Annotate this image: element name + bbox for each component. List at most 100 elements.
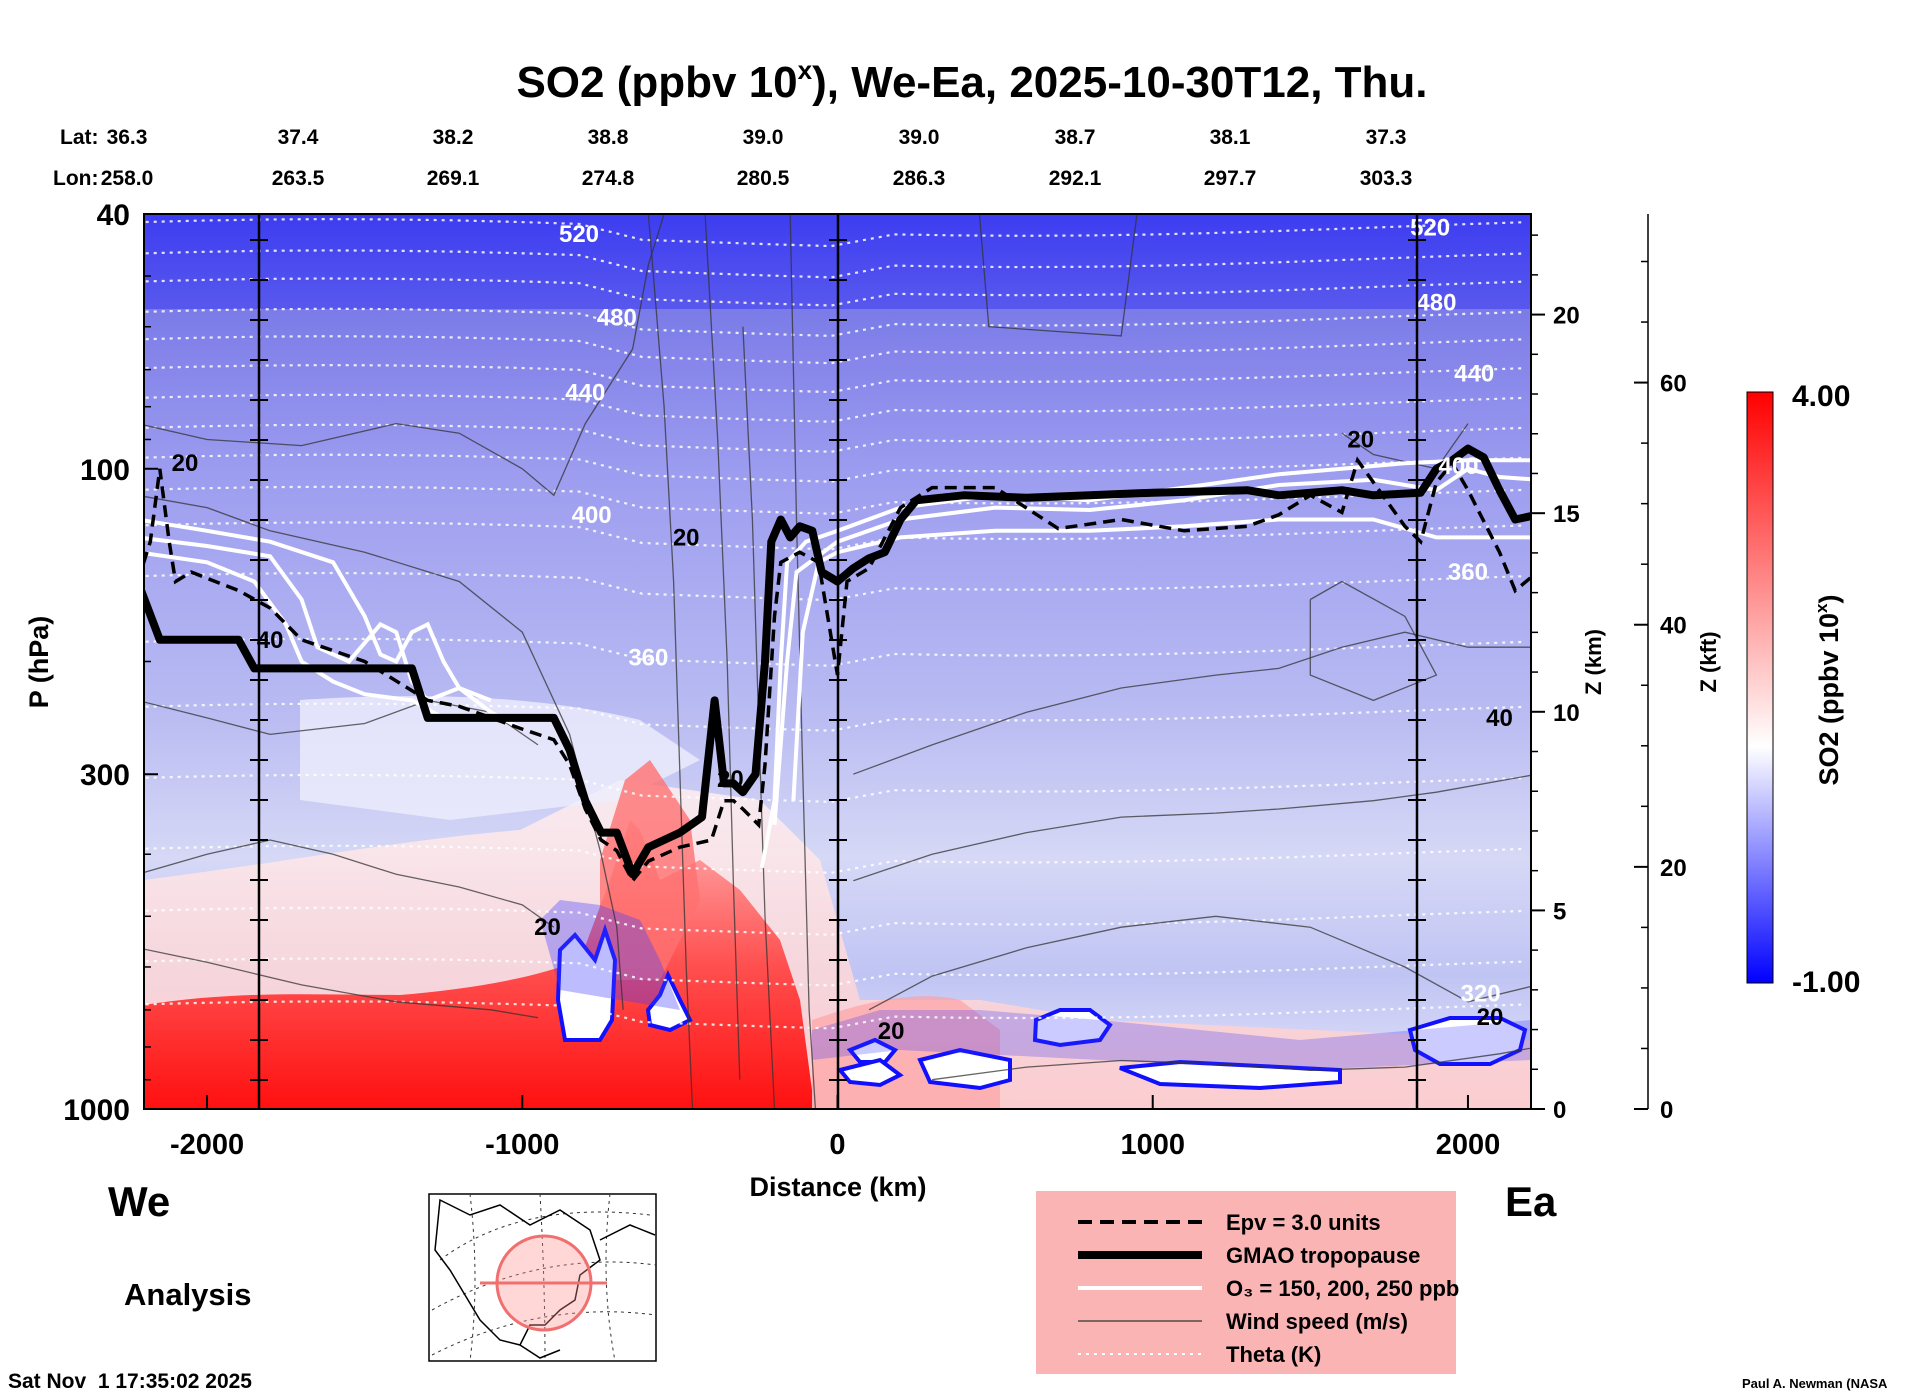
lon-value: 263.5 (272, 167, 325, 190)
colorbar-label: SO2 (ppbv 10x) (1812, 594, 1844, 785)
x-tick-label: -1000 (485, 1129, 559, 1161)
lon-label: Lon: (53, 167, 98, 190)
wind-label: 20 (878, 1018, 905, 1045)
lon-value: 274.8 (582, 167, 635, 190)
z-kft-tick-label: 40 (1660, 613, 1687, 640)
wind-line (144, 214, 665, 497)
lon-value: 280.5 (737, 167, 790, 190)
z-kft-tick-label: 20 (1660, 855, 1687, 882)
so2-blue-patch (812, 1010, 1531, 1070)
lat-value: 39.0 (899, 126, 940, 149)
so2-low-pocket (645, 970, 693, 1033)
date-stamp: Sat Nov 1 17:35:02 2025 (8, 1370, 252, 1393)
map-coastline (434, 1198, 601, 1346)
ozone-contours (144, 458, 1531, 869)
wind-line (1309, 580, 1438, 702)
lon-value: 292.1 (1049, 167, 1102, 190)
legend-label: GMAO tropopause (1226, 1243, 1420, 1268)
epv-3-units-line (144, 456, 1531, 884)
theta-label: 400 (1438, 453, 1478, 480)
wind-line (978, 214, 1138, 337)
legend-label: O₃ = 150, 200, 250 ppb (1226, 1276, 1459, 1301)
wind-label: 20 (534, 914, 561, 941)
west-label: We (108, 1178, 170, 1225)
wind-line (868, 915, 1531, 1011)
lat-value: 38.2 (433, 126, 474, 149)
so2-low-pocket (1032, 1008, 1113, 1048)
chart-title: SO2 (ppbv 10x), We-Ea, 2025-10-30T12, Th… (516, 55, 1427, 107)
z-km-tick-label: 15 (1553, 501, 1580, 528)
lat-value: 38.8 (588, 126, 629, 149)
wind-line (144, 495, 624, 1010)
credit: Paul A. Newman (NASA (1742, 1376, 1888, 1391)
z-kft-tick-label: 60 (1660, 371, 1687, 398)
o3-contour (791, 517, 1531, 801)
lat-value: 39.0 (743, 126, 784, 149)
z-km-tick-label: 0 (1553, 1097, 1566, 1124)
wind-line (704, 214, 741, 1080)
theta-label: 440 (565, 379, 605, 406)
z-km-label: Z (km) (1581, 629, 1606, 695)
map-inset (428, 1193, 657, 1362)
lat-value: 37.4 (278, 126, 319, 149)
lon-value: 297.7 (1204, 167, 1257, 190)
so2-light-patch (300, 696, 700, 820)
theta-label: 520 (559, 221, 599, 248)
theta-label: 320 (1461, 980, 1501, 1007)
theta-label: 480 (597, 304, 637, 331)
wind-label: 20 (673, 524, 700, 551)
legend: Epv = 3.0 units GMAO tropopause O₃ = 150, … (1078, 1210, 1459, 1367)
o3-contour (144, 551, 445, 720)
wind-line (853, 774, 1531, 882)
p-tick-label: 100 (80, 454, 130, 487)
lon-value: 269.1 (427, 167, 480, 190)
wind-label: 20 (717, 766, 744, 793)
lat-value: 38.7 (1055, 126, 1096, 149)
x-tick-label: 0 (829, 1129, 845, 1161)
p-tick-label: 40 (97, 199, 130, 232)
lon-value: 286.3 (893, 167, 946, 190)
p-tick-label: 300 (80, 759, 130, 792)
lat-value: 37.3 (1366, 126, 1407, 149)
wind-label: 40 (1486, 705, 1513, 732)
p-tick-label: 1000 (63, 1094, 130, 1127)
x-tick-label: 1000 (1120, 1129, 1185, 1161)
legend-label: Wind speed (m/s) (1226, 1309, 1408, 1334)
lat-value: 36.3 (107, 126, 148, 149)
x-tick-label: 2000 (1436, 1129, 1501, 1161)
east-label: Ea (1505, 1178, 1557, 1225)
x-axis-label: Distance (km) (749, 1172, 926, 1202)
gmao-tropopause-line (144, 444, 1531, 879)
wind-label: 20 (1477, 1004, 1504, 1031)
wind-label: 20 (1347, 426, 1374, 453)
map-inset-frame (428, 1193, 657, 1362)
o3-contour (772, 466, 1531, 826)
legend-label: Theta (K) (1226, 1342, 1321, 1367)
wind-line (647, 214, 694, 1109)
so2-low-pocket (846, 1037, 899, 1064)
legend-label: Epv = 3.0 units (1226, 1210, 1381, 1235)
wind-line (144, 948, 539, 1019)
lat-label: Lat: (60, 126, 99, 149)
theta-label: 480 (1416, 290, 1456, 317)
wind-label: 20 (172, 450, 199, 477)
z-kft-axis: 0 20 40 60 (1634, 214, 1687, 1124)
theta-label: 440 (1454, 361, 1494, 388)
lon-value: 303.3 (1360, 167, 1413, 190)
colorbar (1746, 391, 1774, 984)
coordinate-row: 36.3 258.0 37.4 263.5 38.2 269.1 38.8 274.8 39.0… (101, 126, 1413, 190)
wind-line (853, 631, 1531, 775)
x-tick-label: -2000 (170, 1129, 244, 1161)
lon-value: 258.0 (101, 167, 154, 190)
lat-value: 38.1 (1210, 126, 1251, 149)
z-km-tick-label: 20 (1553, 303, 1580, 330)
analysis-label: Analysis (124, 1277, 252, 1312)
pressure-axis: 40 100 300 1000 (63, 199, 158, 1127)
y-axis-label: P (hPa) (24, 616, 54, 709)
z-km-axis: 0 5 10 15 20 (1531, 234, 1580, 1124)
theta-label: 360 (1448, 559, 1488, 586)
wind-line (789, 214, 817, 1109)
